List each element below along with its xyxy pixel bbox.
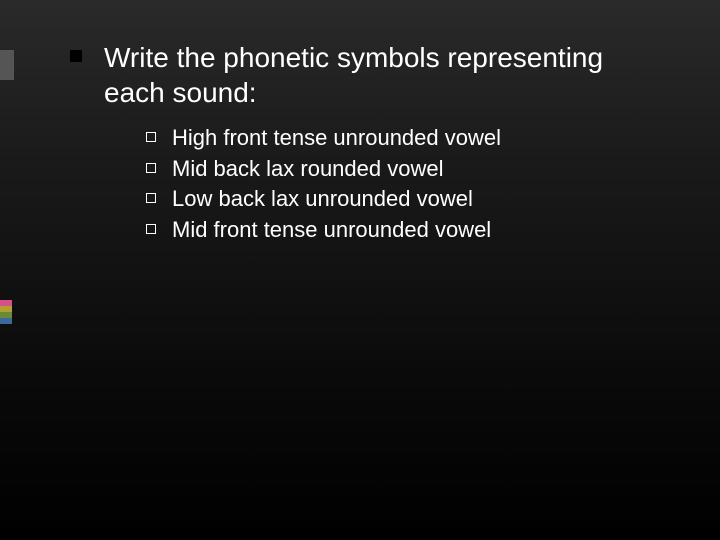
sub-list: High front tense unrounded vowel Mid bac…	[146, 124, 660, 244]
accent-stripe	[0, 318, 12, 324]
sub-bullet-item: Mid front tense unrounded vowel	[146, 216, 660, 245]
square-bullet-icon	[70, 50, 82, 62]
sub-bullet-item: Low back lax unrounded vowel	[146, 185, 660, 214]
accent-stripe-stack	[0, 300, 12, 324]
hollow-square-bullet-icon	[146, 224, 156, 234]
hollow-square-bullet-icon	[146, 193, 156, 203]
main-text: Write the phonetic symbols representing …	[104, 40, 660, 110]
main-bullet-item: Write the phonetic symbols representing …	[70, 40, 660, 110]
sub-text: Mid back lax rounded vowel	[172, 155, 443, 184]
hollow-square-bullet-icon	[146, 132, 156, 142]
sub-text: High front tense unrounded vowel	[172, 124, 501, 153]
sub-bullet-item: Mid back lax rounded vowel	[146, 155, 660, 184]
sub-text: Mid front tense unrounded vowel	[172, 216, 491, 245]
hollow-square-bullet-icon	[146, 163, 156, 173]
accent-bar-top	[0, 50, 14, 80]
sub-bullet-item: High front tense unrounded vowel	[146, 124, 660, 153]
sub-text: Low back lax unrounded vowel	[172, 185, 473, 214]
slide-content: Write the phonetic symbols representing …	[0, 0, 720, 244]
